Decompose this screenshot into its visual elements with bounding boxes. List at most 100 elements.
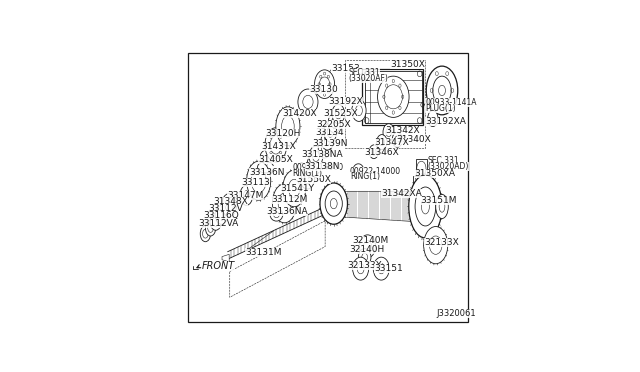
Ellipse shape — [438, 85, 445, 96]
Text: 31405X: 31405X — [258, 155, 293, 164]
Ellipse shape — [303, 172, 312, 184]
Ellipse shape — [372, 148, 376, 155]
Ellipse shape — [273, 212, 279, 218]
Text: 31342XA: 31342XA — [381, 189, 422, 198]
Polygon shape — [365, 71, 422, 122]
Text: FRONT: FRONT — [202, 261, 236, 271]
Ellipse shape — [429, 236, 442, 254]
Ellipse shape — [378, 76, 409, 118]
Text: 31431X: 31431X — [262, 142, 296, 151]
Ellipse shape — [319, 77, 330, 92]
Ellipse shape — [324, 122, 337, 142]
Ellipse shape — [324, 135, 331, 145]
Text: SEC.331: SEC.331 — [428, 156, 460, 165]
Ellipse shape — [246, 161, 271, 200]
Text: 31340X: 31340X — [397, 135, 431, 144]
Ellipse shape — [377, 135, 387, 150]
Text: 33130: 33130 — [309, 84, 338, 93]
Text: 33120H: 33120H — [265, 129, 300, 138]
Ellipse shape — [225, 199, 233, 211]
Ellipse shape — [364, 241, 372, 252]
Text: 33192XA: 33192XA — [426, 118, 467, 126]
Ellipse shape — [415, 187, 436, 226]
Text: 33112M: 33112M — [271, 195, 308, 204]
Ellipse shape — [428, 110, 438, 126]
Text: 32133X: 32133X — [348, 261, 382, 270]
Ellipse shape — [252, 169, 266, 193]
Ellipse shape — [303, 95, 313, 109]
Ellipse shape — [321, 144, 328, 153]
Text: 32205X: 32205X — [316, 120, 351, 129]
Text: 33113: 33113 — [241, 178, 270, 187]
Ellipse shape — [327, 128, 333, 137]
Text: 00922-14000: 00922-14000 — [292, 163, 344, 172]
Text: 31342X: 31342X — [385, 126, 420, 135]
Ellipse shape — [331, 118, 337, 128]
Ellipse shape — [421, 199, 429, 214]
Ellipse shape — [424, 227, 448, 264]
Text: PLUG(1): PLUG(1) — [426, 104, 456, 113]
Ellipse shape — [362, 253, 367, 261]
Polygon shape — [416, 159, 426, 177]
Ellipse shape — [330, 198, 337, 209]
Ellipse shape — [355, 105, 362, 116]
Ellipse shape — [283, 170, 306, 207]
Text: 33116Q: 33116Q — [204, 211, 239, 221]
Ellipse shape — [276, 107, 300, 146]
Text: 31348X: 31348X — [213, 197, 248, 206]
Ellipse shape — [409, 175, 442, 238]
Ellipse shape — [360, 235, 376, 258]
Text: 32133X: 32133X — [424, 238, 459, 247]
Text: 31420X: 31420X — [282, 109, 317, 118]
Text: 33134: 33134 — [316, 128, 344, 137]
Ellipse shape — [221, 193, 237, 217]
Ellipse shape — [378, 263, 385, 274]
Ellipse shape — [358, 248, 371, 266]
Text: 33138NA: 33138NA — [301, 150, 342, 158]
Text: 33151M: 33151M — [420, 196, 457, 205]
Text: RING(1): RING(1) — [292, 169, 323, 178]
Text: 32140H: 32140H — [350, 245, 385, 254]
Ellipse shape — [243, 191, 249, 200]
Text: 33151: 33151 — [374, 264, 403, 273]
Ellipse shape — [307, 155, 321, 176]
Ellipse shape — [325, 191, 342, 216]
Text: 31346X: 31346X — [364, 148, 399, 157]
Text: 33112VA: 33112VA — [198, 219, 239, 228]
Text: 33138N: 33138N — [305, 162, 340, 171]
Ellipse shape — [300, 167, 315, 189]
Ellipse shape — [218, 209, 225, 220]
Ellipse shape — [320, 183, 348, 224]
Ellipse shape — [373, 257, 389, 280]
Ellipse shape — [328, 113, 340, 133]
Text: 31350XA: 31350XA — [414, 169, 455, 178]
Text: RING(1): RING(1) — [350, 173, 380, 182]
Text: 31541Y: 31541Y — [281, 184, 315, 193]
Ellipse shape — [353, 257, 369, 280]
Ellipse shape — [282, 116, 294, 137]
Text: 31350X: 31350X — [390, 60, 426, 69]
Ellipse shape — [433, 76, 451, 105]
Ellipse shape — [436, 195, 448, 218]
Ellipse shape — [392, 132, 403, 147]
Text: 33147M: 33147M — [227, 191, 264, 201]
Text: 31525X: 31525X — [323, 109, 358, 118]
Ellipse shape — [289, 179, 300, 198]
Ellipse shape — [203, 229, 208, 238]
Ellipse shape — [332, 104, 344, 124]
Ellipse shape — [383, 124, 394, 141]
Ellipse shape — [200, 226, 211, 242]
Ellipse shape — [321, 131, 333, 150]
Ellipse shape — [314, 70, 335, 99]
Text: 00933-1141A: 00933-1141A — [426, 98, 477, 107]
Ellipse shape — [357, 263, 364, 274]
Text: 33112V: 33112V — [208, 204, 243, 213]
Ellipse shape — [205, 220, 216, 236]
Text: 32140M: 32140M — [352, 236, 388, 245]
Ellipse shape — [212, 217, 219, 227]
Ellipse shape — [369, 145, 378, 158]
Ellipse shape — [265, 128, 287, 162]
Polygon shape — [222, 254, 229, 262]
Ellipse shape — [270, 136, 282, 154]
Ellipse shape — [384, 85, 403, 109]
